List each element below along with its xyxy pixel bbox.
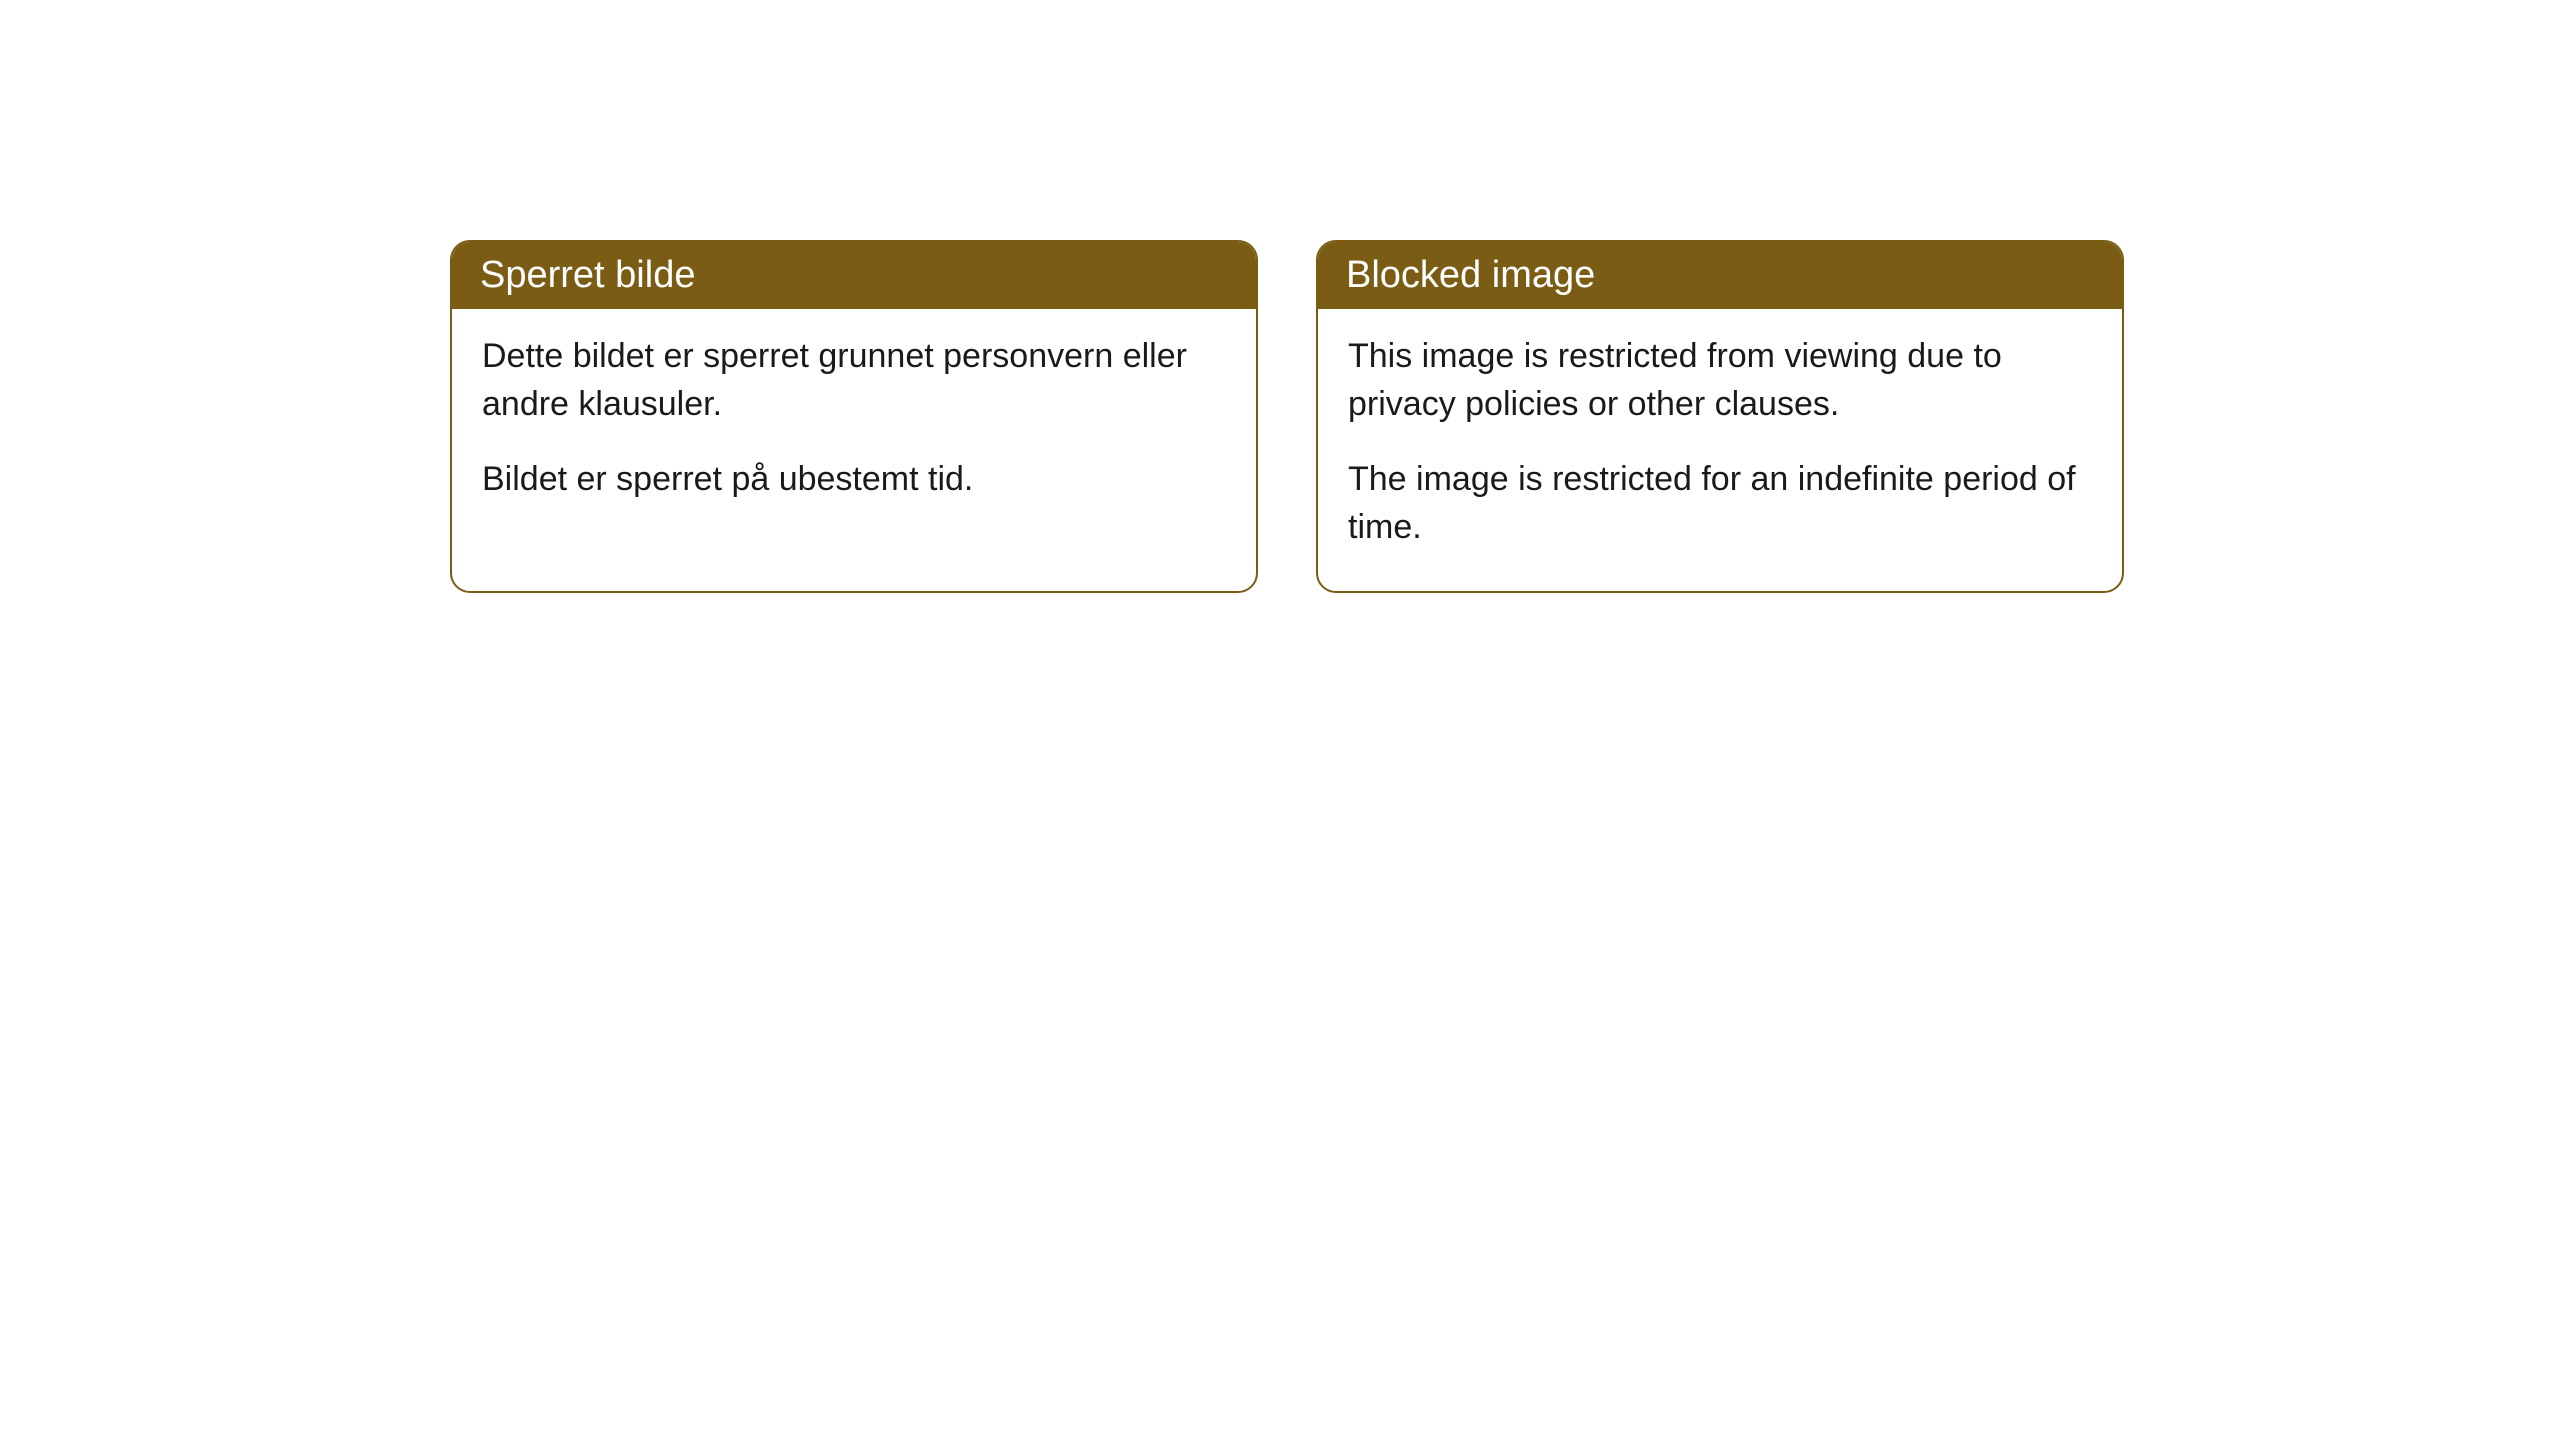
notice-cards-container: Sperret bilde Dette bildet er sperret gr… (450, 240, 2124, 593)
card-title: Blocked image (1346, 254, 1595, 296)
card-body-english: This image is restricted from viewing du… (1318, 309, 2122, 591)
card-title: Sperret bilde (480, 254, 695, 296)
card-paragraph: This image is restricted from viewing du… (1348, 333, 2092, 428)
notice-card-norwegian: Sperret bilde Dette bildet er sperret gr… (450, 240, 1258, 593)
card-header-english: Blocked image (1318, 242, 2122, 309)
notice-card-english: Blocked image This image is restricted f… (1316, 240, 2124, 593)
card-header-norwegian: Sperret bilde (452, 242, 1256, 309)
card-paragraph: Bildet er sperret på ubestemt tid. (482, 456, 1226, 504)
card-paragraph: The image is restricted for an indefinit… (1348, 456, 2092, 551)
card-body-norwegian: Dette bildet er sperret grunnet personve… (452, 309, 1256, 544)
card-paragraph: Dette bildet er sperret grunnet personve… (482, 333, 1226, 428)
